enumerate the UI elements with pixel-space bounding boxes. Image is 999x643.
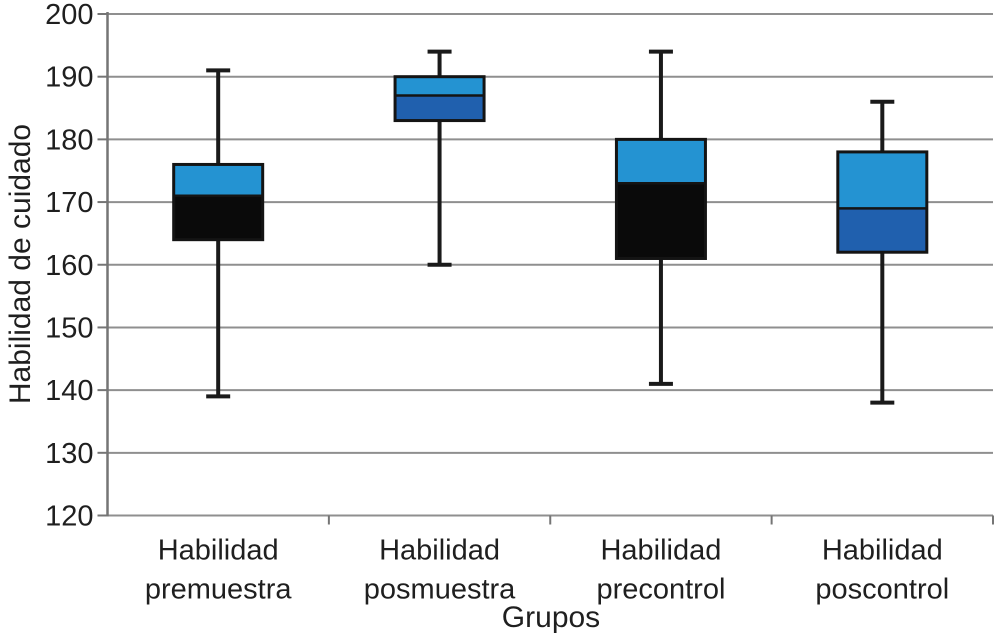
x-category-label-habilidad-poscontrol: Habilidad poscontrol (815, 535, 949, 606)
box-upper-segment-habilidad-poscontrol (837, 151, 927, 209)
box-lower-segment-habilidad-premuestra (173, 195, 263, 240)
y-tick-label: 160 (45, 250, 93, 282)
box-lower-segment-habilidad-poscontrol (837, 208, 927, 253)
x-category-label-habilidad-precontrol: Habilidad precontrol (596, 535, 725, 606)
box-border-habilidad-premuestra (172, 162, 265, 242)
y-tick-label: 120 (45, 501, 93, 533)
box-lower-segment-habilidad-posmuestra (395, 95, 485, 121)
box-border-habilidad-poscontrol (836, 150, 929, 254)
box-border-habilidad-posmuestra (393, 75, 486, 123)
y-tick-label: 200 (45, 0, 93, 31)
y-axis-title: Habilidad de cuidado (4, 123, 37, 405)
x-category-label-habilidad-premuestra: Habilidad premuestra (145, 535, 293, 606)
box-border-habilidad-precontrol (614, 137, 707, 260)
box-upper-segment-habilidad-precontrol (616, 139, 706, 184)
box-upper-segment-habilidad-premuestra (173, 164, 263, 196)
y-tick-label: 170 (45, 187, 93, 219)
x-axis-title: Grupos (501, 601, 601, 634)
box-upper-segment-habilidad-posmuestra (395, 76, 485, 96)
y-tick-label: 180 (45, 124, 93, 156)
y-tick-label: 190 (45, 62, 93, 94)
box-lower-segment-habilidad-precontrol (616, 183, 706, 259)
y-tick-label: 140 (45, 375, 93, 407)
y-tick-label: 150 (45, 312, 93, 344)
x-category-label-habilidad-posmuestra: Habilidad posmuestra (364, 535, 516, 606)
y-tick-label: 130 (45, 438, 93, 470)
